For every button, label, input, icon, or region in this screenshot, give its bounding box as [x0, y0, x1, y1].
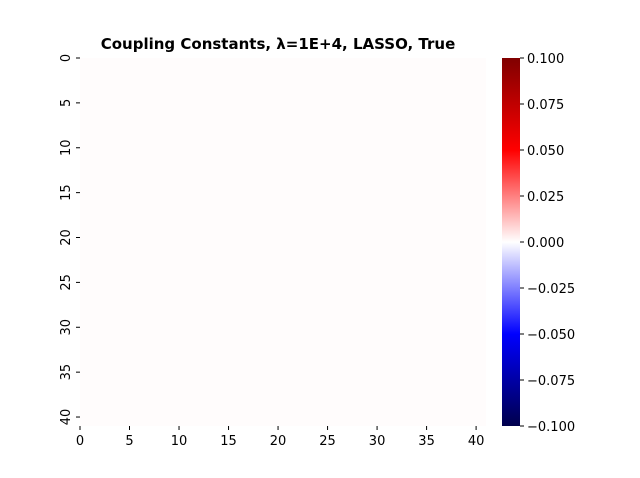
colorbar-tick-label: 0.000 — [527, 236, 564, 251]
colorbar-tick-label: 0.075 — [527, 98, 564, 113]
x-tick-label: 10 — [171, 434, 188, 449]
colorbar-tick-label: −0.100 — [527, 420, 575, 435]
y-tick-label: 35 — [59, 364, 74, 381]
y-tick-label: 10 — [59, 139, 74, 156]
colorbar-axis: 0.100 0.075 0.050 0.025 0.000 −0.025 −0.050 −0.… — [520, 52, 575, 435]
chart-title: Coupling Constants, λ=1E+4, LASSO, True — [101, 35, 456, 53]
colorbar-tick-label: −0.050 — [527, 328, 575, 343]
y-tick-label: 20 — [59, 229, 74, 246]
y-tick-label: 30 — [59, 319, 74, 336]
colorbar — [502, 58, 520, 426]
x-axis: 0 5 10 15 20 25 30 35 40 — [76, 426, 485, 449]
x-tick-label: 20 — [270, 434, 287, 449]
y-tick-label: 5 — [59, 99, 74, 107]
colorbar-tick-label: −0.075 — [527, 374, 575, 389]
x-tick-label: 5 — [125, 434, 133, 449]
x-tick-label: 30 — [369, 434, 386, 449]
x-tick-label: 15 — [220, 434, 237, 449]
heatmap-area — [80, 58, 486, 426]
y-tick-label: 0 — [59, 54, 74, 62]
x-tick-label: 35 — [418, 434, 435, 449]
y-axis: 0 5 10 15 20 25 30 35 40 — [59, 54, 80, 425]
colorbar-tick-label: 0.050 — [527, 144, 564, 159]
y-tick-label: 40 — [59, 409, 74, 426]
x-tick-label: 0 — [76, 434, 84, 449]
x-tick-label: 40 — [468, 434, 485, 449]
colorbar-tick-label: 0.025 — [527, 190, 564, 205]
y-tick-label: 15 — [59, 184, 74, 201]
y-tick-label: 25 — [59, 274, 74, 291]
colorbar-tick-label: 0.100 — [527, 52, 564, 67]
x-tick-label: 25 — [319, 434, 336, 449]
colorbar-tick-label: −0.025 — [527, 282, 575, 297]
